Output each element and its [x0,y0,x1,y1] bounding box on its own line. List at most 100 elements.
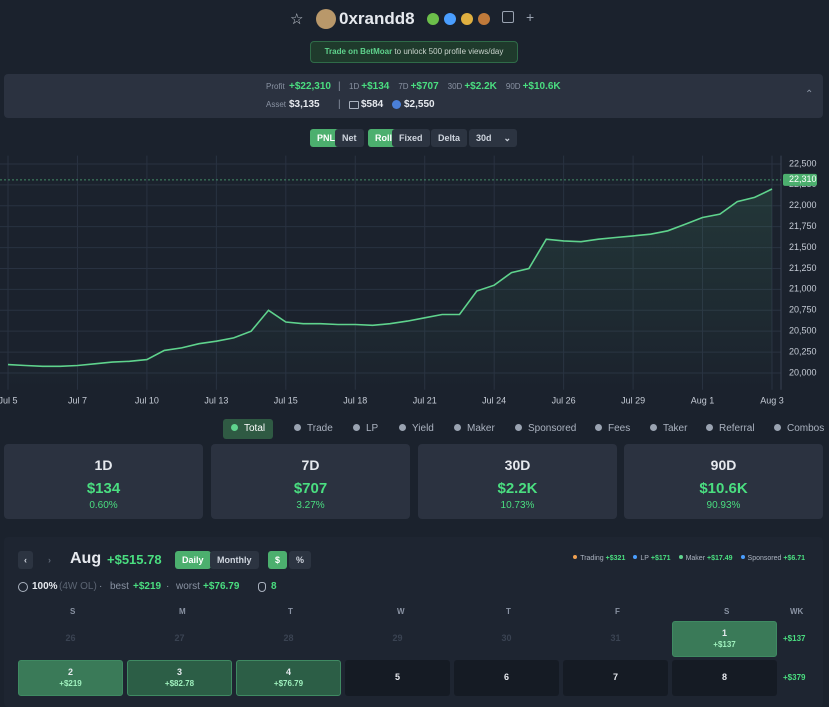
day-cell: 6 [454,660,559,696]
legend-value: +$171 [650,555,671,562]
period-value: +$134 [361,81,390,92]
y-tick-label: 22,500 [789,158,817,168]
tab[interactable]: Trade [286,419,341,439]
range-select[interactable]: 30d ⌄ [469,129,517,147]
tab-dot [595,424,602,431]
legend: Trading +$321 LP +$171 Maker +$17.49 Sponsored… [565,555,805,562]
weekday: T [506,607,511,616]
legend-name: Sponsored [747,555,782,562]
tab[interactable]: Fees [587,419,638,439]
tab[interactable]: Sponsored [507,419,584,439]
legend-name: LP [640,555,649,562]
weekday: W [397,607,405,616]
asset-label: Asset [266,100,287,109]
tab-label: Referral [719,423,755,434]
star-icon[interactable]: ☆ [290,11,304,28]
tab[interactable]: Yield [391,419,442,439]
day-number: 31 [610,633,621,643]
day-number: 8 [721,672,727,682]
tab-dot [454,424,461,431]
tab-dot [706,424,713,431]
day-cell: 29 [345,621,450,657]
tab[interactable]: Total [223,419,274,439]
period-label: 1D [349,82,360,91]
collapse-chevron[interactable]: ⌃ [805,89,814,100]
summary-card: 7D $707 3.27% [211,444,410,519]
weekday: WK [790,607,804,616]
tab[interactable]: Taker [642,419,695,439]
card-period: 30D [504,457,531,473]
fixed-button[interactable]: Fixed [392,129,430,147]
x-tick-label: Jul 26 [552,395,576,405]
banner[interactable]: Trade on BetMoar to unlock 500 profile v… [310,41,518,63]
x-tick-label: Jul 10 [135,395,159,405]
roll-button[interactable]: Roll [368,129,399,147]
x-tick-label: Jul 5 [0,395,18,405]
tab[interactable]: LP [345,419,386,439]
tab[interactable]: Maker [446,419,503,439]
day-number: 1 [721,628,727,638]
tab-label: Taker [663,423,688,434]
x-tick-label: Jul 15 [274,395,298,405]
day-number: 28 [283,633,294,643]
percent-button[interactable]: % [289,551,312,569]
y-tick-label: 20,500 [789,326,817,336]
current-label: 22,310 [789,174,817,184]
month: Aug [70,550,102,567]
tab-label: LP [366,423,379,434]
day-number: 6 [503,672,509,682]
daily-button[interactable]: Daily [175,551,211,569]
wallet-icon [349,101,359,109]
day-cell: 2 +$219 [18,660,123,696]
external-link-icon[interactable] [502,11,514,23]
legend-value: +$17.49 [707,555,733,562]
weekday: S [70,607,76,616]
badges [427,12,497,26]
prev-month[interactable]: ‹ [18,551,33,569]
card-pct: 3.27% [296,500,325,511]
card-period: 90D [710,457,737,473]
day-cell: 26 [18,621,123,657]
card-pct: 0.60% [89,500,118,511]
x-tick-label: Jul 21 [413,395,437,405]
monthly-button[interactable]: Monthly [210,551,259,569]
tab-dot [353,424,360,431]
asset-value: $3,135 [289,99,320,110]
legend-value: +$6.71 [783,555,805,562]
x-tick-label: Aug 3 [760,395,784,405]
y-tick-label: 21,250 [789,263,817,273]
add-icon[interactable]: + [526,9,535,25]
day-cell: 30 [454,621,559,657]
tab[interactable]: Combos [766,419,829,439]
y-tick-label: 20,000 [789,367,817,377]
period-label: 90D [505,82,521,91]
net-button[interactable]: Net [335,129,364,147]
card-value: $134 [86,480,121,497]
y-tick-label: 20,750 [789,305,817,315]
tab-label: Yield [412,423,434,434]
delta-button[interactable]: Delta [431,129,468,147]
best-label: best [110,581,129,592]
day-cell: 7 [563,660,668,696]
month-total: +$515.78 [107,552,162,567]
day-pnl: +$76.79 [273,679,304,688]
dollar-button[interactable]: $ [268,551,288,569]
token-icon [392,100,401,109]
day-number: 2 [67,667,73,677]
pnl-button[interactable]: PNL [310,129,342,147]
tab[interactable]: Referral [698,419,763,439]
summary-card: 30D $2.2K 10.73% [418,444,617,519]
legend-dot [740,555,745,559]
legend-name: Maker [685,555,706,562]
winrate: 100% [32,581,58,592]
banner-link[interactable]: Trade on BetMoar [324,47,393,56]
next-month[interactable]: › [48,555,51,565]
dot: · [166,581,170,592]
pnl-chart: 20,000 20,250 20,500 20,750 21,000 21,250 21,5… [0,155,817,405]
profit-label: Profit [266,82,285,91]
period-value: +$2.2K [464,81,497,92]
y-tick-label: 21,000 [789,284,817,294]
y-tick-label: 21,500 [789,242,817,252]
card-value: $2.2K [497,480,538,497]
tab-dot [399,424,406,431]
